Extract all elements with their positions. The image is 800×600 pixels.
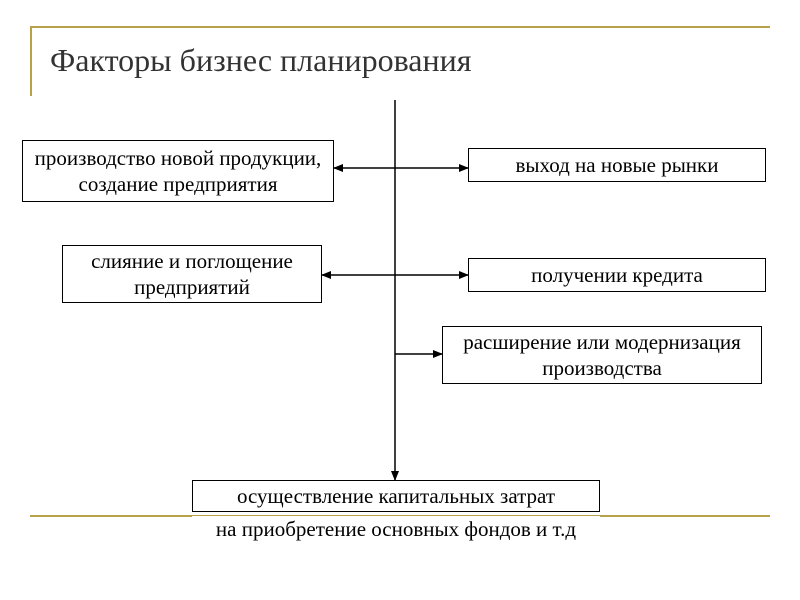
- box-left-production: производство новой продукции, создание п…: [22, 140, 334, 202]
- box-right-expansion: расширение или модернизация производства: [442, 326, 762, 384]
- box-right-markets: выход на новые рынки: [468, 148, 766, 182]
- box-bottom-line1: осуществление капитальных затрат: [237, 483, 555, 509]
- box-right-credit: получении кредита: [468, 258, 766, 292]
- box-bottom-line2-wrap: на приобретение основных фондов и т.д: [192, 516, 600, 542]
- box-bottom: осуществление капитальных затрат: [192, 480, 600, 512]
- svg-lines-group: [322, 100, 468, 480]
- box-bottom-line2: на приобретение основных фондов и т.д: [216, 517, 576, 541]
- page-title: Факторы бизнес планирования: [50, 42, 471, 79]
- box-left-merger: слияние и поглощение предприятий: [62, 245, 322, 303]
